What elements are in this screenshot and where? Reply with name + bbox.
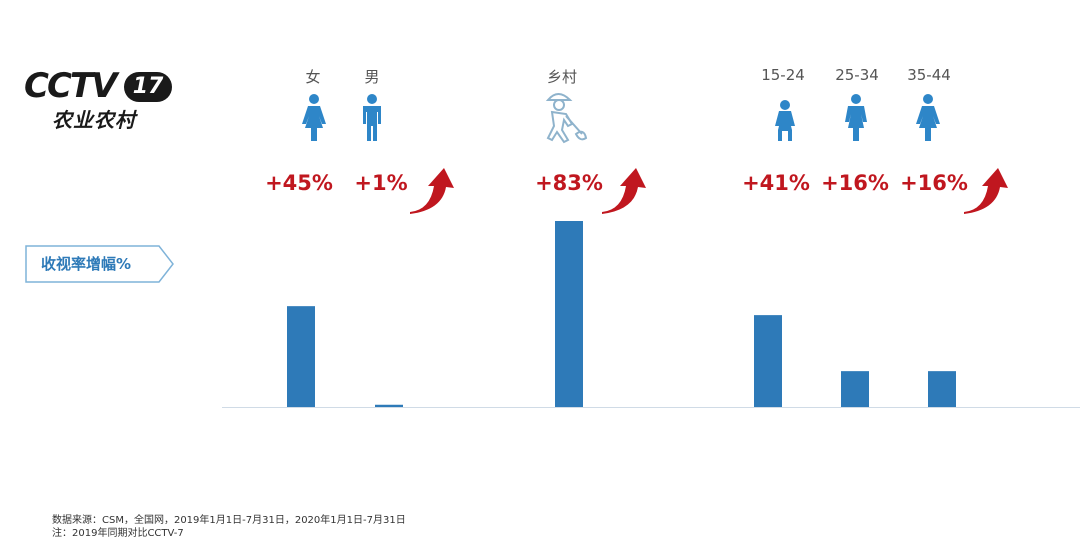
- bar-age-15-24: [754, 315, 782, 407]
- logo-subtitle: 农业农村: [52, 108, 136, 132]
- up-arrow-icon: [964, 168, 1008, 214]
- category-label-female: 女: [305, 68, 321, 86]
- category-label-rural: 乡村: [546, 68, 577, 86]
- data-label-age-35-44: +16%: [900, 171, 968, 195]
- bar-age-35-44: [928, 371, 956, 407]
- metric-label-text: 收视率增幅%: [41, 255, 132, 273]
- data-label-age-25-34: +16%: [821, 171, 889, 195]
- farmer-icon: [545, 93, 588, 144]
- bar-male: [375, 404, 403, 407]
- female-icon: [302, 94, 326, 141]
- bar-female: [287, 306, 315, 407]
- source-note-line: 注：2019年同期对比CCTV-7: [52, 528, 184, 539]
- data-label-age-15-24: +41%: [742, 171, 810, 195]
- adult-icon: [845, 94, 867, 141]
- logo-channel-badge: 17: [124, 72, 172, 102]
- bar-age-25-34: [841, 371, 869, 407]
- bar-rural: [555, 221, 583, 407]
- woman-icon: [916, 94, 940, 141]
- youth-icon: [775, 100, 795, 141]
- source-line: 数据来源：CSM，全国网，2019年1月1日-7月31日，2020年1月1日-7…: [52, 515, 406, 526]
- data-label-male: +1%: [354, 171, 408, 195]
- cctv17-logo: CCTV 17 农业农村: [24, 66, 174, 136]
- category-label-age-25-34: 25-34: [835, 66, 879, 84]
- male-icon: [363, 94, 381, 141]
- category-label-male: 男: [364, 68, 380, 86]
- source-note: 数据来源：CSM，全国网，2019年1月1日-7月31日，2020年1月1日-7…: [52, 514, 406, 540]
- data-label-rural: +83%: [535, 171, 603, 195]
- category-label-age-35-44: 35-44: [907, 66, 951, 84]
- metric-label-tag: 收视率增幅%: [25, 245, 174, 283]
- category-label-age-15-24: 15-24: [761, 66, 805, 84]
- up-arrow-icon: [410, 168, 454, 214]
- up-arrow-icon: [602, 168, 646, 214]
- data-label-female: +45%: [265, 171, 333, 195]
- logo-cctv-text: CCTV: [24, 66, 117, 106]
